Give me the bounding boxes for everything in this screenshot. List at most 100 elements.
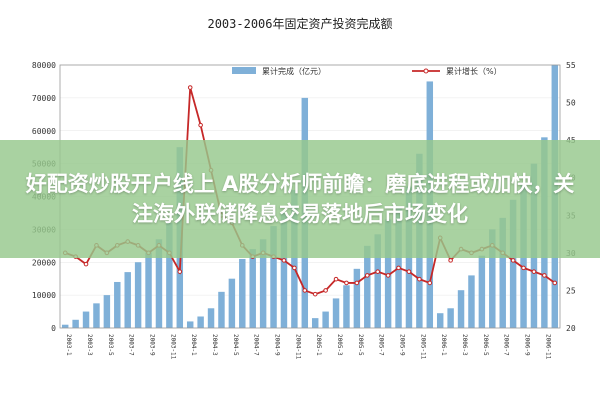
bar: [332, 298, 340, 328]
growth-point: [333, 276, 339, 282]
growth-point: [375, 269, 381, 274]
y-left-tick-label: 0: [51, 324, 56, 333]
x-tick-label: 2005-5: [357, 334, 364, 356]
bar: [239, 258, 246, 328]
x-tick-label: 2003-9: [149, 334, 156, 356]
growth-point: [364, 273, 370, 278]
bar: [218, 291, 225, 328]
bar: [436, 313, 444, 328]
legend: 累计完成（亿元） 累计增长（%）: [232, 66, 502, 76]
x-tick-label: 2005-1: [315, 334, 322, 356]
x-tick-label: 2005-7: [378, 334, 385, 356]
growth-point: [406, 269, 412, 274]
x-tick-label: 2003-1: [65, 334, 72, 356]
x-tick-label: 2004-9: [274, 334, 281, 356]
y-right-tick-label: 50: [566, 99, 576, 108]
growth-point: [177, 269, 183, 274]
growth-point: [354, 280, 360, 286]
growth-point: [521, 265, 526, 271]
growth-point: [83, 261, 89, 267]
bar: [311, 318, 319, 328]
x-tick-label: 2005-11: [419, 334, 426, 360]
bar: [249, 249, 256, 328]
x-tick-label: 2005-3: [336, 334, 343, 356]
bar: [509, 199, 517, 328]
growth-point: [281, 258, 287, 263]
growth-point: [531, 269, 537, 274]
x-tick-label: 2003-7: [128, 334, 135, 356]
bar: [280, 212, 288, 328]
growth-point: [198, 122, 203, 128]
bar: [291, 189, 298, 328]
y-left-tick-label: 70000: [32, 94, 56, 103]
growth-point: [302, 288, 308, 293]
x-tick-label: 2004-7: [253, 334, 260, 356]
bar: [166, 222, 173, 328]
growth-point: [448, 258, 453, 263]
bar: [322, 311, 329, 328]
x-tick-label: 2006-11: [544, 334, 551, 360]
bar: [447, 308, 454, 328]
y-left-tick-label: 20000: [32, 258, 56, 267]
growth-point: [312, 291, 318, 297]
growth-point: [323, 288, 328, 293]
y-right-tick-label: 25: [566, 286, 576, 295]
legend-swatch-marker: [423, 68, 429, 74]
x-tick-label: 2006-9: [524, 334, 531, 356]
bar: [155, 239, 163, 328]
growth-point: [344, 280, 349, 286]
bar: [228, 278, 236, 328]
y-right-tick-label: 20: [566, 324, 576, 333]
bar: [259, 239, 267, 328]
x-tick-label: 2006-1: [440, 334, 447, 356]
growth-point: [542, 273, 547, 278]
overlay-text: 好配资炒股开户线上 A股分析师前瞻：磨底进程或加快，关注海外联储降息交易落地后市…: [25, 172, 575, 226]
x-tick-label: 2003-3: [86, 334, 93, 356]
bar: [145, 252, 152, 328]
y-left-tick-label: 80000: [32, 61, 56, 70]
legend-swatch-bar: [232, 67, 256, 74]
bar: [124, 272, 131, 328]
bar: [114, 281, 121, 328]
bar: [468, 275, 475, 328]
bar: [103, 295, 111, 328]
bar: [457, 290, 465, 328]
bar: [353, 268, 361, 328]
growth-point: [417, 276, 422, 282]
chart-title: 2003-2006年固定资产投资完成额: [207, 16, 392, 31]
growth-point: [396, 265, 401, 271]
y-left-tick-label: 10000: [32, 291, 56, 300]
x-tick-label: 2006-3: [461, 334, 468, 356]
overlay-banner: 好配资炒股开户线上 A股分析师前瞻：磨底进程或加快，关注海外联储降息交易落地后市…: [0, 140, 600, 258]
bar: [374, 234, 381, 328]
bar: [478, 255, 486, 328]
bar: [186, 321, 194, 328]
x-tick-label: 2004-1: [190, 334, 197, 356]
bar: [197, 316, 204, 328]
growth-point: [292, 265, 297, 271]
bar: [499, 217, 506, 328]
x-tick-label: 2006-7: [503, 334, 510, 356]
growth-point: [552, 280, 558, 286]
bar: [343, 285, 350, 328]
bar: [207, 308, 215, 328]
bar: [134, 262, 142, 328]
y-left-tick-label: 60000: [32, 127, 56, 136]
x-tick-label: 2004-5: [232, 334, 239, 356]
bar: [72, 319, 79, 328]
bar: [93, 303, 100, 328]
growth-point: [385, 273, 391, 278]
x-tick-label: 2003-11: [169, 334, 176, 360]
legend-label: 累计完成（亿元）: [262, 66, 326, 76]
bar: [61, 324, 69, 328]
growth-point: [427, 280, 433, 286]
growth-point: [510, 258, 516, 263]
y-right-tick-label: 55: [566, 61, 576, 70]
x-tick-label: 2003-5: [107, 334, 114, 356]
bar: [364, 245, 371, 328]
growth-point: [187, 85, 193, 90]
x-tick-label: 2004-11: [294, 334, 301, 360]
x-tick-label: 2005-9: [399, 334, 406, 356]
bar: [489, 229, 496, 328]
bar: [82, 311, 90, 328]
